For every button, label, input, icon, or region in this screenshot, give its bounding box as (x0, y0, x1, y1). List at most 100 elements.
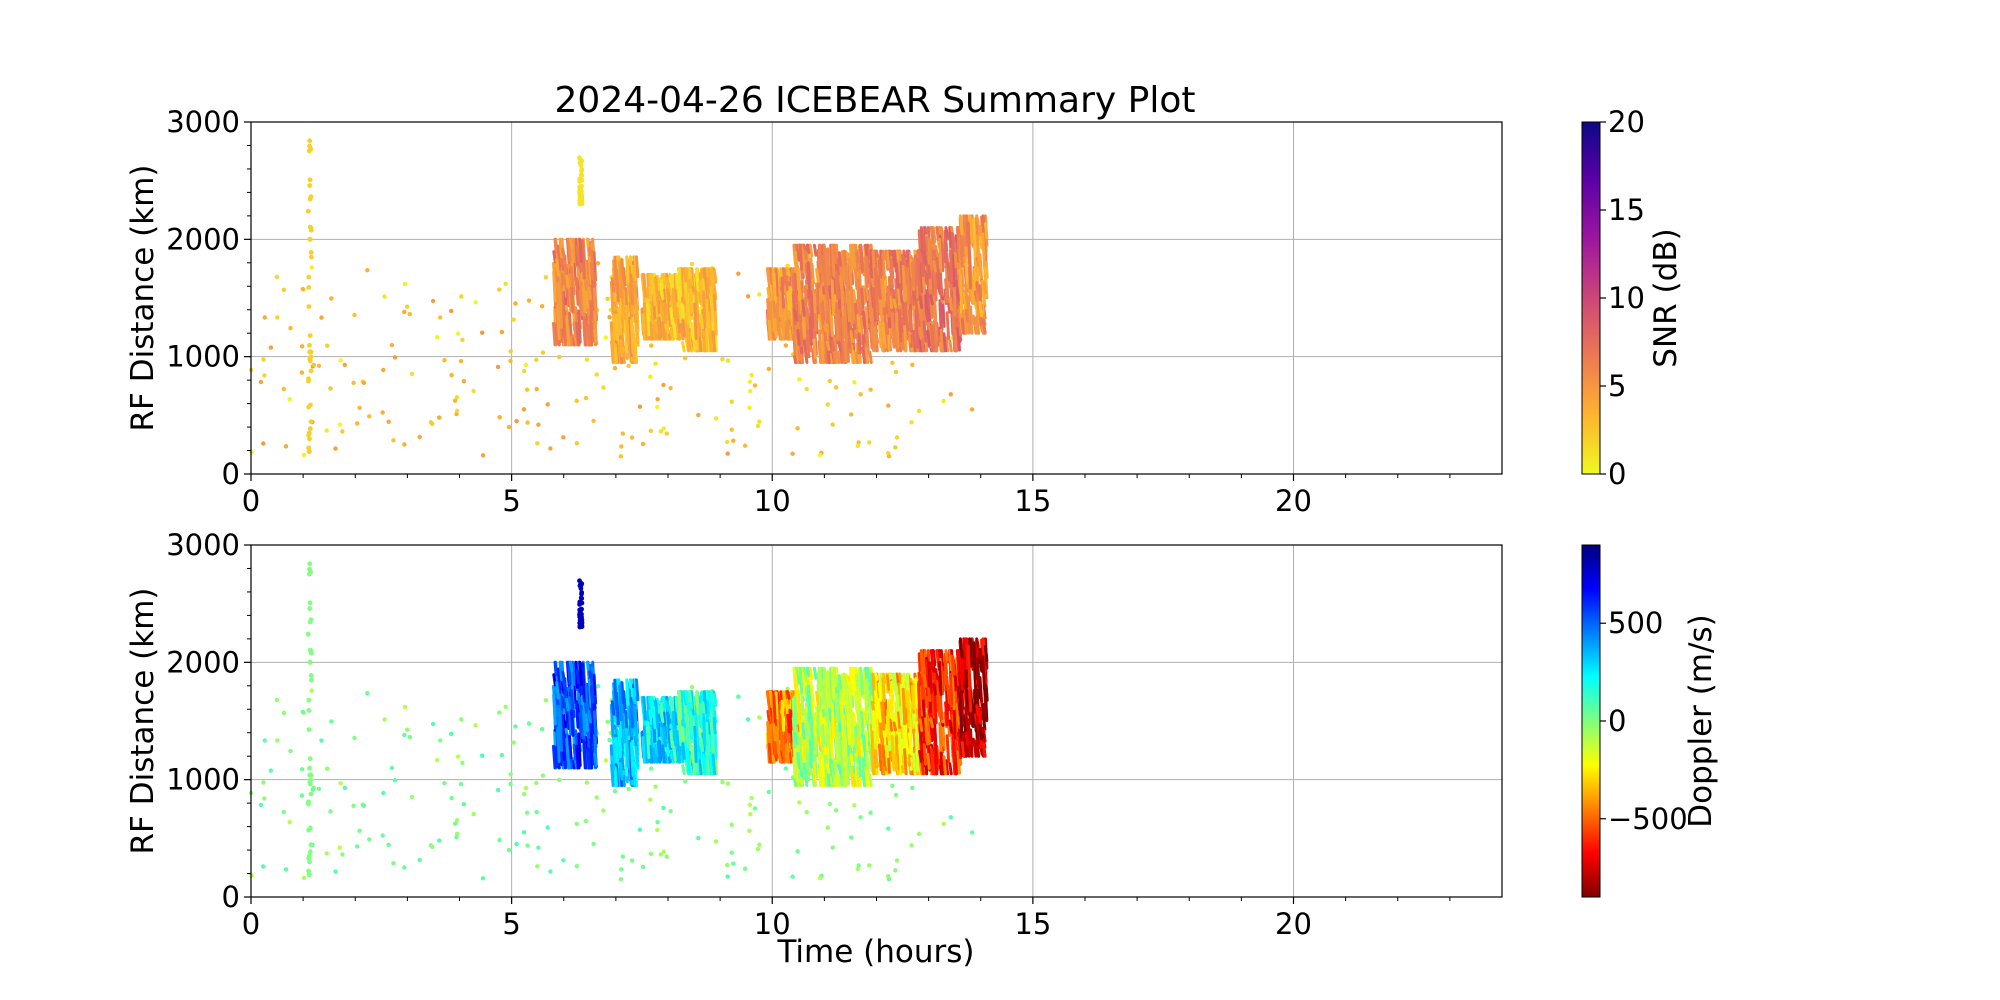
data-point (595, 684, 601, 689)
data-point (454, 818, 460, 823)
data-streak (669, 730, 674, 749)
data-streak (948, 296, 954, 311)
data-point (658, 852, 663, 857)
y-tick-label: 3000 (166, 105, 240, 139)
data-streak (826, 320, 831, 343)
data-streak (654, 276, 659, 306)
data-streak (832, 243, 838, 265)
data-streak (899, 683, 905, 714)
data-streak (782, 267, 787, 284)
data-streak (900, 739, 906, 752)
data-streak (767, 319, 773, 341)
data-streak (557, 282, 562, 318)
data-point (577, 614, 583, 620)
data-streak (968, 637, 973, 668)
data-streak (628, 316, 633, 358)
data-streak (572, 743, 578, 761)
data-streak (922, 673, 928, 689)
data-streak (929, 748, 935, 776)
data-streak (624, 304, 630, 345)
data-streak (901, 300, 907, 327)
data-streak (960, 317, 966, 335)
data-streak (772, 300, 777, 319)
data-streak (560, 291, 566, 320)
data-streak (592, 287, 598, 315)
data-streak (586, 325, 592, 347)
data-point (637, 404, 643, 409)
data-streak (817, 736, 823, 753)
data-point (649, 343, 654, 348)
data-point (524, 810, 530, 815)
data-streak (910, 261, 916, 288)
data-streak (839, 699, 845, 730)
data-streak (824, 690, 829, 723)
data-streak (618, 261, 623, 299)
data-point (461, 802, 467, 807)
data-streak (614, 313, 620, 342)
data-streak (575, 744, 580, 770)
data-streak (957, 313, 963, 337)
data-point (306, 376, 311, 382)
data-point (747, 802, 753, 807)
data-point (725, 874, 730, 879)
data-streak (929, 649, 935, 669)
data-point (319, 738, 324, 743)
data-streak (968, 214, 973, 245)
data-streak (864, 256, 869, 289)
data-point (274, 274, 280, 280)
data-streak (793, 308, 798, 322)
data-streak (803, 708, 809, 748)
data-point (618, 454, 624, 459)
data-point (324, 851, 329, 856)
data-streak (710, 690, 715, 718)
data-streak (609, 280, 615, 315)
data-point (797, 800, 802, 805)
data-streak (654, 320, 659, 341)
data-streak (816, 706, 821, 738)
data-point (454, 831, 460, 836)
data-streak (849, 330, 854, 344)
data-point (583, 395, 589, 401)
data-streak (972, 739, 978, 758)
data-streak (631, 264, 637, 282)
data-streak (662, 726, 667, 747)
data-point (311, 362, 316, 368)
data-streak (712, 693, 718, 707)
data-streak (892, 298, 897, 309)
data-streak (832, 666, 838, 688)
data-point (790, 874, 795, 879)
data-streak (591, 755, 596, 766)
data-streak (629, 281, 635, 293)
data-streak (874, 672, 879, 681)
data-streak (822, 743, 828, 756)
data-streak (815, 267, 820, 283)
data-point (281, 287, 287, 292)
data-point (557, 777, 562, 783)
data-point (795, 849, 800, 854)
x-tick-label: 10 (754, 907, 791, 941)
data-point (511, 317, 516, 322)
data-point (307, 660, 313, 665)
data-point (262, 738, 267, 743)
data-point (745, 294, 751, 299)
data-point (454, 408, 460, 413)
data-point (449, 795, 454, 801)
data-streak (898, 732, 903, 766)
data-streak (634, 678, 640, 702)
figure-title: 2024-04-26 ICEBEAR Summary Plot (555, 80, 1196, 121)
data-streak (894, 672, 900, 683)
data-point (306, 430, 312, 436)
doppler-colorbar-scale (1581, 544, 1601, 898)
data-streak (914, 308, 920, 349)
data-point (557, 354, 562, 360)
data-streak (590, 672, 595, 704)
data-point (833, 808, 839, 813)
data-streak (823, 753, 829, 787)
x-axis-label: Time (hours) (776, 934, 974, 970)
data-streak (779, 290, 784, 329)
data-streak (689, 711, 694, 736)
data-streak (805, 741, 810, 753)
data-streak (817, 768, 823, 787)
data-point (307, 765, 312, 771)
data-point (591, 418, 596, 423)
